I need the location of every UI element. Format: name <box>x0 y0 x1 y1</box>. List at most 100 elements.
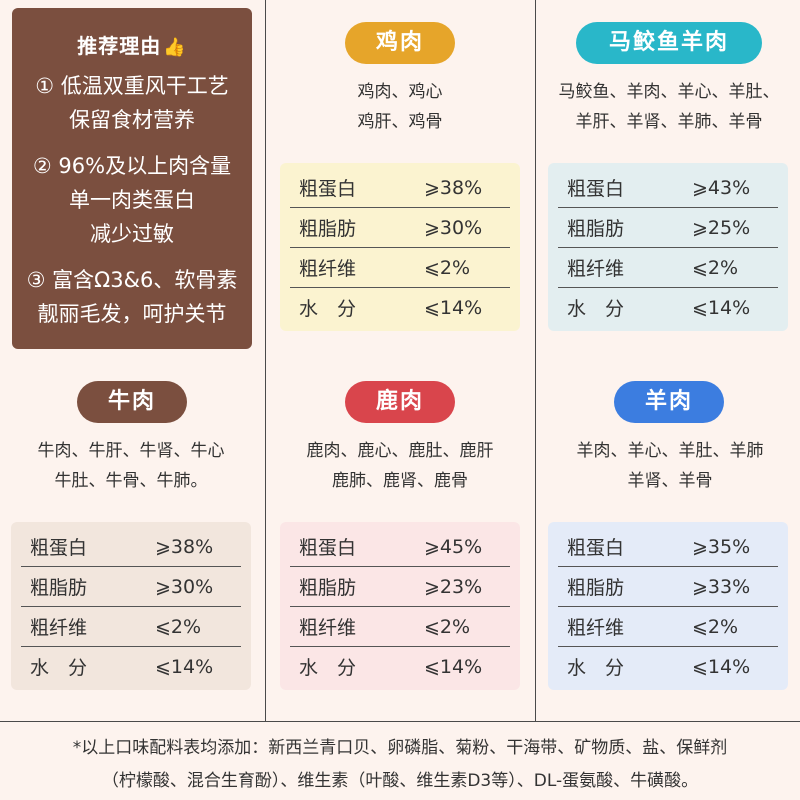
flavor-pill-chicken: 鸡肉 <box>345 22 455 64</box>
nutrition-row: 粗蛋白 ⩾43% <box>558 168 778 208</box>
nutrition-row: 粗脂肪 ⩾23% <box>290 567 510 607</box>
reason-line: 靓丽毛发，呵护关节 <box>37 302 227 326</box>
nutrient-value: ⩾25% <box>692 216 751 239</box>
nutrient-label: 粗脂肪 <box>299 218 357 240</box>
nutrition-table-venison: 粗蛋白 ⩾45% 粗脂肪 ⩾23% 粗纤维 ⩽2% 水 分 ⩽14% <box>280 522 520 690</box>
nutrient-label: 粗蛋白 <box>299 178 357 200</box>
nutrition-row: 粗蛋白 ⩾35% <box>558 527 778 567</box>
nutrient-value: ⩽14% <box>692 655 751 678</box>
ingredient-line: 羊肉、羊心、羊肚、羊肺 <box>576 441 764 461</box>
divider-horizontal-footer <box>0 721 800 722</box>
nutrient-label: 粗脂肪 <box>567 218 625 240</box>
ingredients-chicken: 鸡肉、鸡心 鸡肝、鸡骨 <box>280 77 520 137</box>
nutrition-row: 水 分 ⩽14% <box>290 647 510 686</box>
ingredient-line: 牛肚、牛骨、牛肺。 <box>54 471 208 491</box>
divider-vertical-left <box>265 0 266 722</box>
nutrient-value: ⩽2% <box>155 615 202 638</box>
nutrient-label: 粗纤维 <box>567 617 625 639</box>
ingredients-venison: 鹿肉、鹿心、鹿肚、鹿肝 鹿肺、鹿肾、鹿骨 <box>273 436 527 496</box>
nutrient-label: 水 分 <box>299 298 357 320</box>
nutrition-row: 粗蛋白 ⩾38% <box>290 168 510 208</box>
nutrient-value: ⩽14% <box>692 296 751 319</box>
nutrient-label: 粗纤维 <box>299 617 357 639</box>
nutrition-row: 粗脂肪 ⩾30% <box>290 208 510 248</box>
nutrition-row: 水 分 ⩽14% <box>290 288 510 327</box>
nutrient-value: ⩽14% <box>424 296 483 319</box>
nutrient-label: 粗纤维 <box>299 258 357 280</box>
nutrient-value: ⩾43% <box>692 176 751 199</box>
nutrient-value: ⩾30% <box>424 216 483 239</box>
nutrient-value: ⩾35% <box>692 535 751 558</box>
nutrient-value: ⩾38% <box>424 176 483 199</box>
nutrition-table-mackerel-lamb: 粗蛋白 ⩾43% 粗脂肪 ⩾25% 粗纤维 ⩽2% 水 分 ⩽14% <box>548 163 788 331</box>
nutrition-table-lamb: 粗蛋白 ⩾35% 粗脂肪 ⩾33% 粗纤维 ⩽2% 水 分 ⩽14% <box>548 522 788 690</box>
nutrition-row: 粗脂肪 ⩾33% <box>558 567 778 607</box>
nutrient-value: ⩽2% <box>692 256 739 279</box>
nutrient-label: 粗纤维 <box>30 617 88 639</box>
reason-line: ③ 富含Ω3&6、软骨素 <box>26 268 238 292</box>
nutrition-row: 粗纤维 ⩽2% <box>21 607 241 647</box>
nutrient-value: ⩽2% <box>424 615 471 638</box>
footer-note-line-2: （柠檬酸、混合生育酚）、维生素（叶酸、维生素D3等）、DL-蛋氨酸、牛磺酸。 <box>101 771 699 791</box>
nutrient-value: ⩾45% <box>424 535 483 558</box>
nutrition-row: 粗脂肪 ⩾25% <box>558 208 778 248</box>
nutrient-value: ⩽2% <box>424 256 471 279</box>
ingredient-line: 羊肾、羊骨 <box>627 471 713 491</box>
ingredients-beef: 牛肉、牛肝、牛肾、牛心 牛肚、牛骨、牛肺。 <box>6 436 256 496</box>
ingredients-mackerel-lamb: 马鲛鱼、羊肉、羊心、羊肚、 羊肝、羊肾、羊肺、羊骨 <box>540 77 798 137</box>
flavor-pill-venison: 鹿肉 <box>345 381 455 423</box>
ingredient-line: 马鲛鱼、羊肉、羊心、羊肚、 <box>558 82 780 102</box>
reasons-panel: 推荐理由 👍 ① 低温双重风干工艺 保留食材营养 ② 96%及以上肉含量 单一肉类… <box>12 8 252 349</box>
nutrient-label: 水 分 <box>30 657 88 679</box>
nutrition-row: 粗纤维 ⩽2% <box>558 248 778 288</box>
nutrient-label: 水 分 <box>567 657 625 679</box>
divider-vertical-right <box>535 0 536 722</box>
nutrition-row: 水 分 ⩽14% <box>558 647 778 686</box>
reason-line: 减少过敏 <box>90 222 174 246</box>
ingredient-line: 鸡肉、鸡心 <box>357 82 443 102</box>
nutrition-table-chicken: 粗蛋白 ⩾38% 粗脂肪 ⩾30% 粗纤维 ⩽2% 水 分 ⩽14% <box>280 163 520 331</box>
ingredients-lamb: 羊肉、羊心、羊肚、羊肺 羊肾、羊骨 <box>543 436 797 496</box>
nutrient-label: 粗蛋白 <box>30 537 88 559</box>
reason-line: 保留食材营养 <box>69 108 195 132</box>
nutrient-label: 粗蛋白 <box>567 537 625 559</box>
nutrition-row: 粗纤维 ⩽2% <box>290 607 510 647</box>
flavor-pill-beef: 牛肉 <box>77 381 187 423</box>
nutrient-label: 粗脂肪 <box>30 577 88 599</box>
nutrient-label: 粗脂肪 <box>299 577 357 599</box>
nutrient-value: ⩽14% <box>155 655 214 678</box>
nutrient-value: ⩽2% <box>692 615 739 638</box>
thumbs-up-icon: 👍 <box>163 37 187 58</box>
nutrient-label: 水 分 <box>567 298 625 320</box>
nutrient-value: ⩾23% <box>424 575 483 598</box>
nutrition-row: 粗纤维 ⩽2% <box>290 248 510 288</box>
nutrient-label: 粗脂肪 <box>567 577 625 599</box>
ingredient-line: 羊肝、羊肾、羊肺、羊骨 <box>575 112 763 132</box>
nutrient-value: ⩾33% <box>692 575 751 598</box>
ingredient-line: 鹿肺、鹿肾、鹿骨 <box>332 471 468 491</box>
nutrient-value: ⩽14% <box>424 655 483 678</box>
flavor-pill-lamb: 羊肉 <box>614 381 724 423</box>
ingredient-line: 牛肉、牛肝、牛肾、牛心 <box>37 441 225 461</box>
reasons-title-text: 推荐理由 <box>77 34 162 58</box>
nutrition-row: 粗蛋白 ⩾38% <box>21 527 241 567</box>
ingredient-line: 鹿肉、鹿心、鹿肚、鹿肝 <box>306 441 494 461</box>
nutrition-row: 粗脂肪 ⩾30% <box>21 567 241 607</box>
nutrient-label: 粗纤维 <box>567 258 625 280</box>
nutrient-label: 粗蛋白 <box>567 178 625 200</box>
nutrition-table-beef: 粗蛋白 ⩾38% 粗脂肪 ⩾30% 粗纤维 ⩽2% 水 分 ⩽14% <box>11 522 251 690</box>
footer-note-line-1: *以上口味配料表均添加：新西兰青口贝、卵磷脂、菊粉、干海带、矿物质、盐、保鲜剂 <box>72 738 728 758</box>
ingredient-line: 鸡肝、鸡骨 <box>357 112 443 132</box>
nutrient-label: 粗蛋白 <box>299 537 357 559</box>
nutrient-value: ⩾38% <box>155 535 214 558</box>
nutrition-row: 水 分 ⩽14% <box>21 647 241 686</box>
reason-line: ② 96%及以上肉含量 <box>32 154 232 178</box>
nutrient-label: 水 分 <box>299 657 357 679</box>
nutrient-value: ⩾30% <box>155 575 214 598</box>
reason-line: 单一肉类蛋白 <box>69 188 195 212</box>
flavor-pill-mackerel-lamb: 马鲛鱼羊肉 <box>576 22 762 64</box>
reason-line: ① 低温双重风干工艺 <box>35 74 229 98</box>
nutrition-row: 粗蛋白 ⩾45% <box>290 527 510 567</box>
nutrition-row: 粗纤维 ⩽2% <box>558 607 778 647</box>
reasons-title: 推荐理由 👍 <box>12 30 252 59</box>
